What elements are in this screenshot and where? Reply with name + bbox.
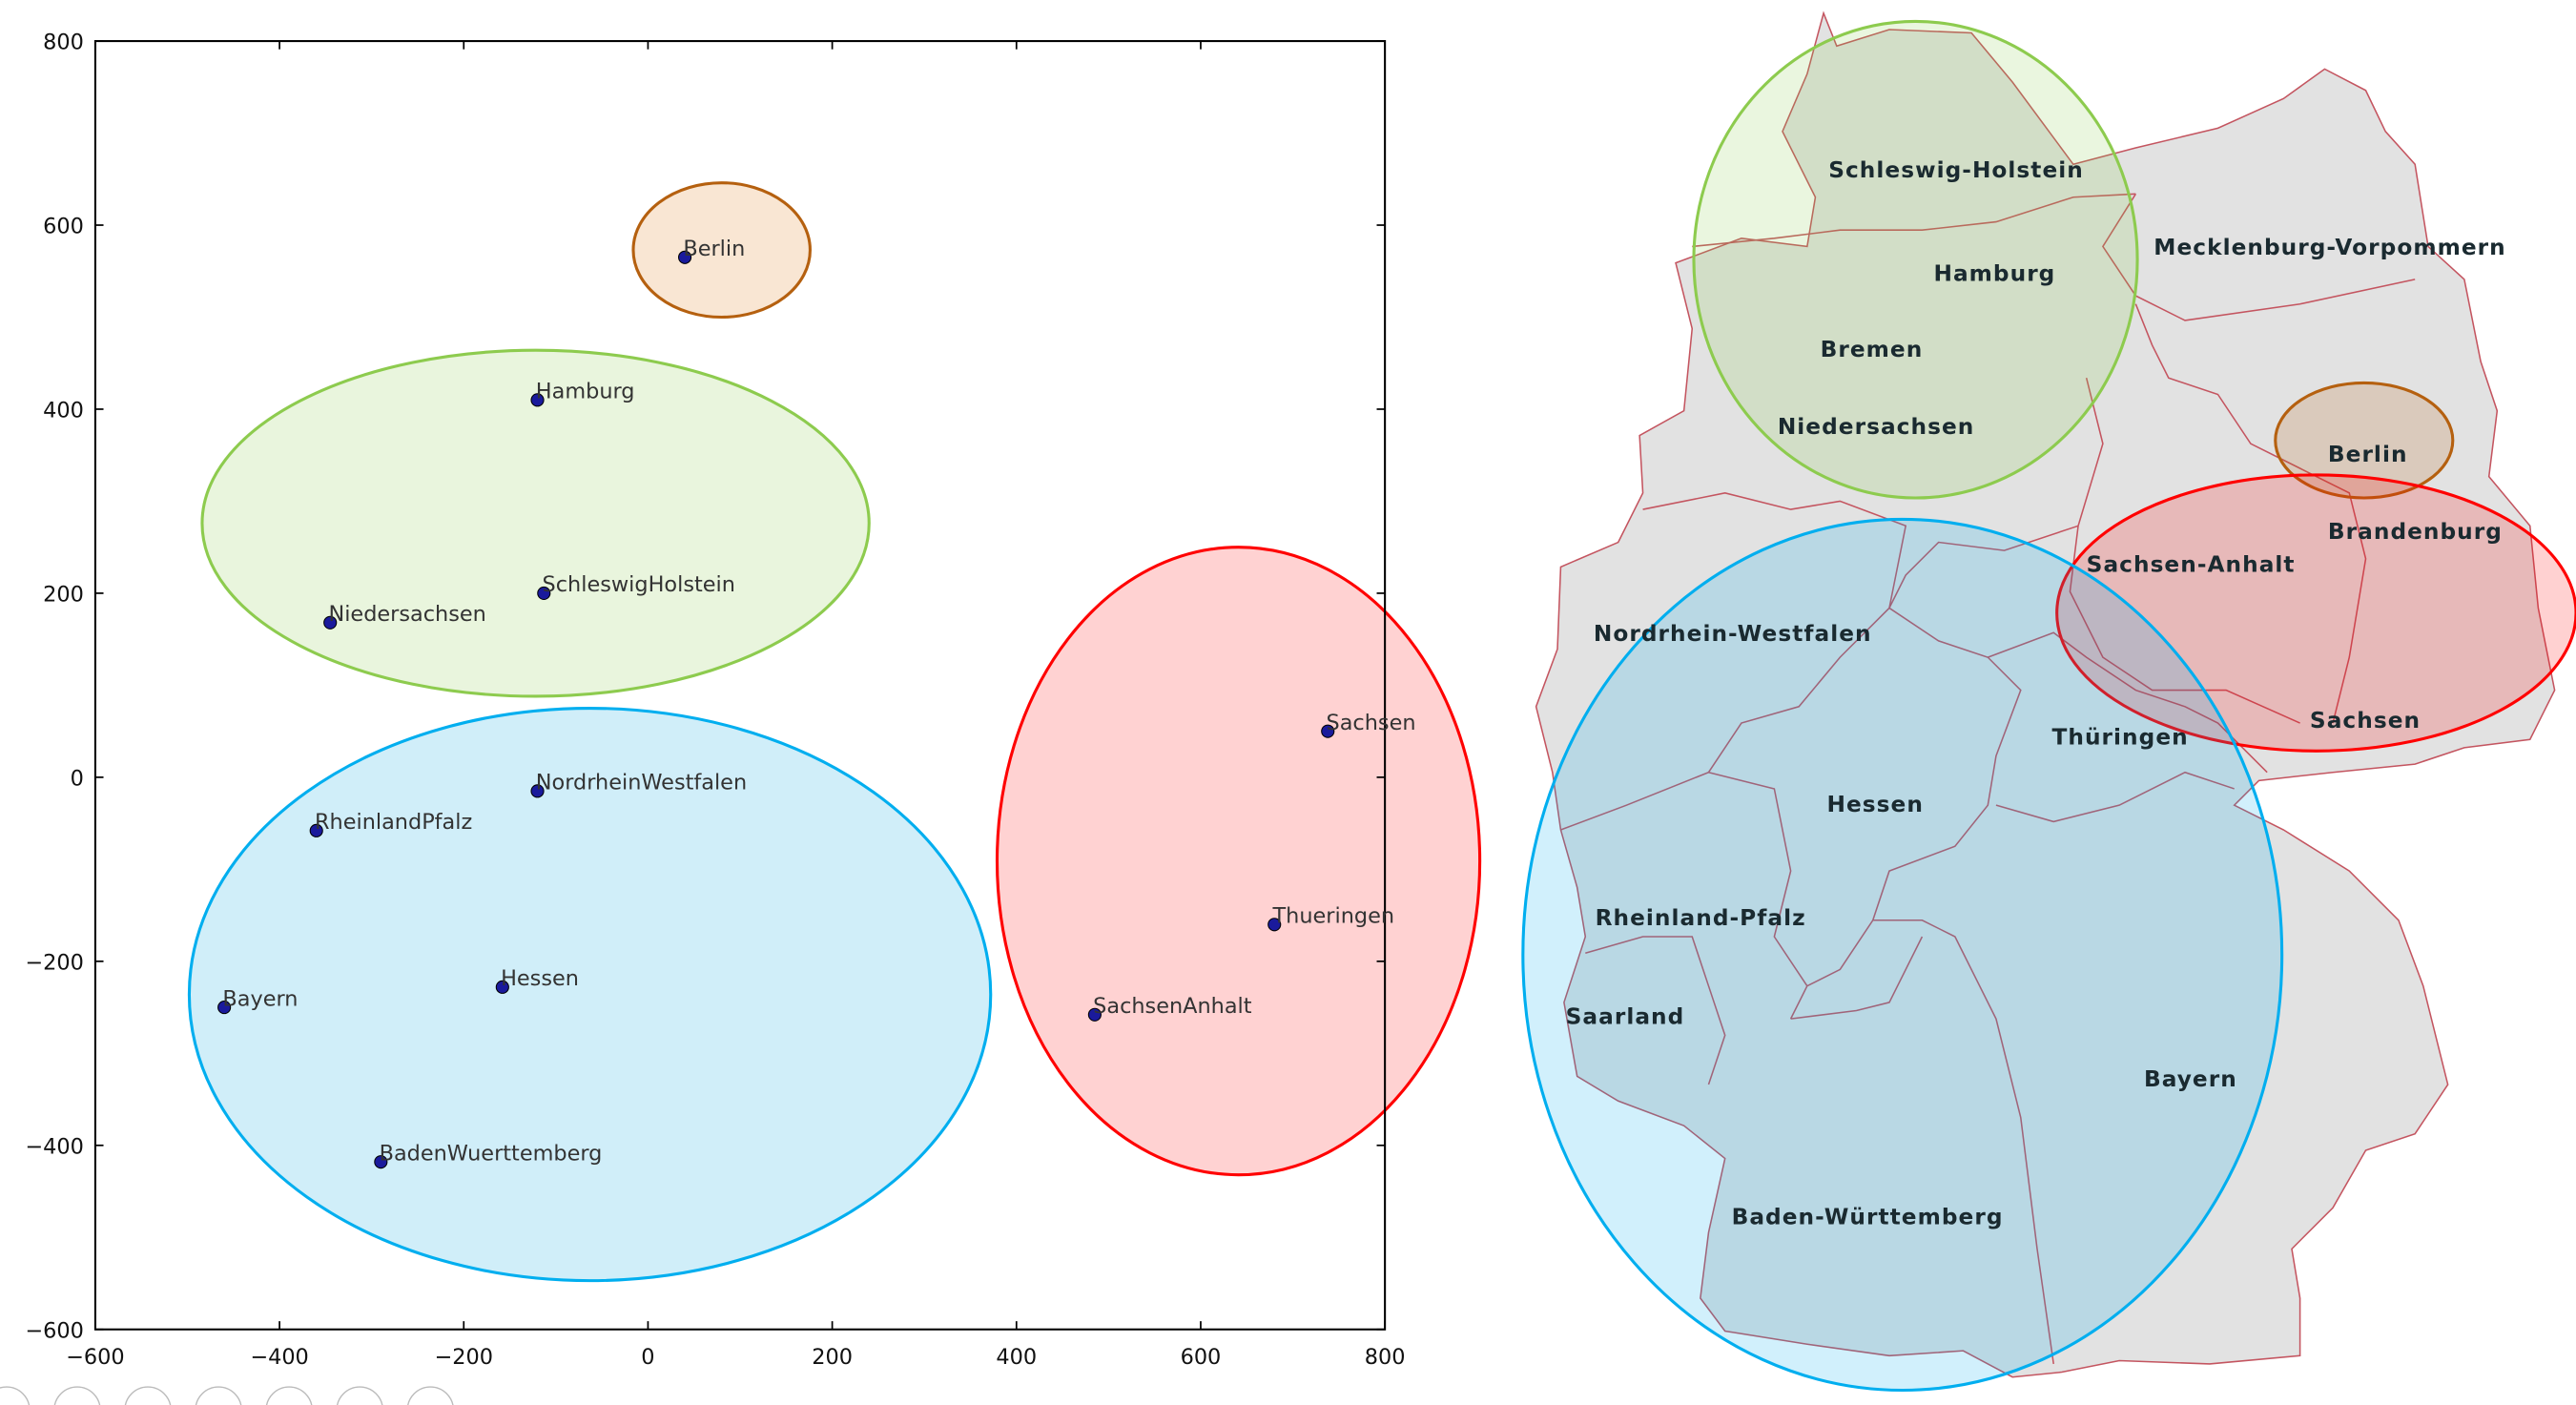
point-label: RheinlandPfalz bbox=[315, 810, 472, 835]
scatter-chart: −600−600 −400 −400 −200 −200 0 0 200 200 400 400 60… bbox=[25, 31, 1482, 1370]
y-tick-label: −600 bbox=[25, 1318, 83, 1343]
state-label: Bayern bbox=[2144, 1066, 2237, 1092]
point-label: Thueringen bbox=[1272, 904, 1395, 929]
map-cluster-circle bbox=[2055, 473, 2576, 753]
y-tick-label: −200 bbox=[25, 950, 83, 975]
layout-icon[interactable] bbox=[195, 1386, 242, 1405]
data-point bbox=[374, 1155, 388, 1169]
state-border bbox=[1790, 936, 1924, 1020]
state-label: Nordrhein-Westfalen bbox=[1594, 621, 1872, 647]
point-label: SachsenAnhalt bbox=[1093, 994, 1252, 1019]
toolbar bbox=[0, 1386, 454, 1405]
map-cluster-circle bbox=[2274, 381, 2455, 500]
x-tick-label: 800 bbox=[1365, 1345, 1406, 1370]
state-label: Baden-Württemberg bbox=[1732, 1204, 2004, 1229]
state-label: Niedersachsen bbox=[1778, 414, 1975, 440]
cluster-ellipse bbox=[631, 181, 812, 320]
screen-icon[interactable] bbox=[336, 1386, 383, 1405]
y-tick-label: 200 bbox=[43, 583, 84, 608]
state-border bbox=[1692, 193, 2136, 248]
data-point bbox=[1321, 724, 1335, 738]
x-tick-label: 200 bbox=[812, 1345, 853, 1370]
point-label: SchleswigHolstein bbox=[543, 572, 735, 597]
state-border bbox=[1560, 492, 1907, 831]
point-label: Berlin bbox=[683, 237, 745, 261]
state-border bbox=[1988, 631, 2268, 774]
point-label: Hessen bbox=[501, 966, 579, 991]
cluster-ellipse bbox=[995, 546, 1482, 1177]
back-icon[interactable] bbox=[0, 1386, 31, 1405]
state-border bbox=[1995, 771, 2235, 823]
cluster-ellipse bbox=[200, 348, 871, 698]
cluster-ellipse bbox=[187, 706, 993, 1283]
forward-icon[interactable] bbox=[53, 1386, 101, 1405]
state-label: Berlin bbox=[2328, 442, 2408, 467]
point-label: Hamburg bbox=[536, 380, 635, 404]
state-border bbox=[1585, 936, 1726, 1085]
state-label: Brandenburg bbox=[2328, 519, 2503, 545]
data-point bbox=[217, 1001, 232, 1015]
data-points: Berlin Hamburg SchleswigHolstein Niedersach… bbox=[217, 237, 1416, 1169]
state-border bbox=[2069, 378, 2300, 724]
state-label: Sachsen bbox=[2310, 708, 2421, 733]
y-tick-label: 400 bbox=[43, 399, 84, 424]
point-label: NordrheinWestfalen bbox=[536, 771, 747, 795]
state-label: Rheinland-Pfalz bbox=[1596, 905, 1806, 931]
x-tick-label: 600 bbox=[1181, 1345, 1222, 1370]
data-point bbox=[1087, 1007, 1102, 1022]
germany-map: Schleswig-Holstein Hamburg Mecklenburg-Vor… bbox=[1521, 10, 2576, 1393]
cluster-ellipses bbox=[187, 181, 1482, 1283]
x-tick-label: −400 bbox=[250, 1345, 308, 1370]
state-border bbox=[1888, 525, 2079, 609]
state-border bbox=[1708, 771, 1808, 987]
state-label: Hamburg bbox=[1933, 261, 2055, 287]
point-label: Bayern bbox=[222, 986, 298, 1011]
state-label: Sachsen-Anhalt bbox=[2087, 552, 2296, 578]
state-label: Mecklenburg-Vorpommern bbox=[2154, 235, 2505, 260]
map-cluster-circle bbox=[1521, 517, 2284, 1393]
plot-frame bbox=[93, 40, 1387, 1331]
state-label: Thüringen bbox=[2051, 724, 2188, 750]
state-border bbox=[1789, 607, 2022, 1020]
state-label: Bremen bbox=[1821, 337, 1924, 362]
y-tick-label: 800 bbox=[43, 31, 84, 55]
map-cluster-circles bbox=[1521, 19, 2576, 1393]
point-label: BadenWuerttemberg bbox=[380, 1141, 603, 1166]
x-tick-label: 0 bbox=[641, 1345, 654, 1370]
y-tick-label: 600 bbox=[43, 215, 84, 239]
x-tick-label: −200 bbox=[435, 1345, 493, 1370]
state-border bbox=[2134, 303, 2367, 724]
data-point bbox=[495, 980, 509, 994]
pen-icon[interactable] bbox=[124, 1386, 172, 1405]
axis-ticks: −600−600 −400 −400 −200 −200 0 0 200 200 400 400 60… bbox=[25, 31, 1405, 1370]
data-point bbox=[309, 823, 323, 837]
x-tick-label: −600 bbox=[66, 1345, 124, 1370]
point-label: Niedersachsen bbox=[328, 602, 485, 627]
x-tick-label: 400 bbox=[996, 1345, 1037, 1370]
state-labels: Schleswig-Holstein Hamburg Mecklenburg-Vor… bbox=[1566, 157, 2505, 1229]
state-border bbox=[1872, 919, 2054, 1365]
point-label: Sachsen bbox=[1327, 711, 1416, 735]
germany-outline bbox=[1535, 10, 2556, 1378]
data-point bbox=[530, 393, 545, 407]
state-label: Saarland bbox=[1566, 1003, 1685, 1029]
map-cluster-circle bbox=[1692, 19, 2139, 500]
state-label: Schleswig-Holstein bbox=[1828, 157, 2084, 183]
state-borders bbox=[1560, 193, 2416, 1365]
state-border bbox=[2101, 193, 2416, 321]
data-point bbox=[530, 784, 545, 798]
state-label: Hessen bbox=[1827, 792, 1924, 817]
data-point bbox=[323, 615, 338, 630]
zoom-icon[interactable] bbox=[265, 1386, 313, 1405]
data-point bbox=[1267, 918, 1282, 932]
y-tick-label: 0 bbox=[71, 767, 84, 792]
data-point bbox=[537, 586, 551, 600]
data-point bbox=[678, 250, 692, 264]
more-icon[interactable] bbox=[407, 1386, 454, 1405]
y-tick-label: −400 bbox=[25, 1134, 83, 1159]
